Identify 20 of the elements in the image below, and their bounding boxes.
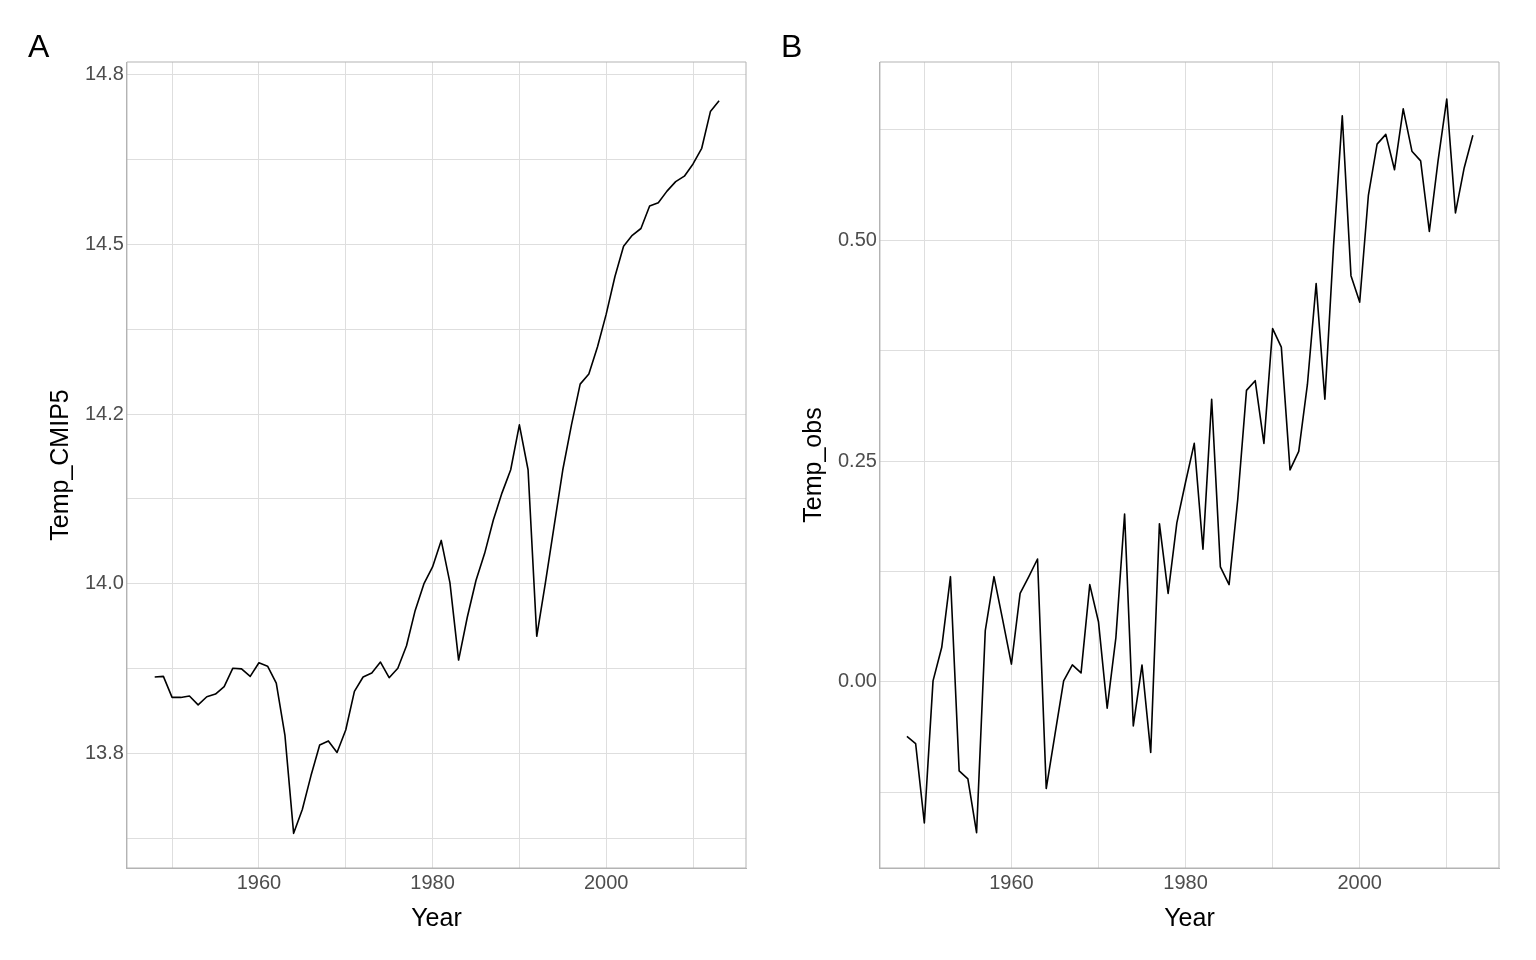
- y-tick-label: 0.50: [837, 227, 877, 250]
- x-axis-title: Year: [1164, 902, 1215, 931]
- text: A: [28, 28, 50, 65]
- y-axis-title: Temp_obs: [797, 407, 826, 523]
- x-tick-label: 1960: [236, 870, 282, 893]
- y-tick-label: 13.8: [84, 741, 124, 764]
- y-tick-label: 14.5: [84, 231, 124, 254]
- y-tick-label: 14.8: [84, 61, 124, 84]
- x-tick-label: 1980: [410, 870, 455, 893]
- y-tick-label: 0.25: [837, 448, 877, 471]
- x-tick-label: 1980: [1163, 870, 1208, 893]
- x-tick-label: 1960: [989, 870, 1034, 893]
- y-tick-label: 14.0: [84, 571, 124, 594]
- y-tick-label: 14.2: [84, 401, 124, 424]
- x-tick-label: 2000: [583, 870, 629, 893]
- x-axis-title: Year: [411, 902, 462, 931]
- text: B: [781, 28, 803, 65]
- y-tick-label: 0.00: [837, 669, 877, 692]
- x-tick-label: 2000: [1337, 870, 1382, 893]
- y-axis-title: Temp_CMIP5: [44, 389, 73, 541]
